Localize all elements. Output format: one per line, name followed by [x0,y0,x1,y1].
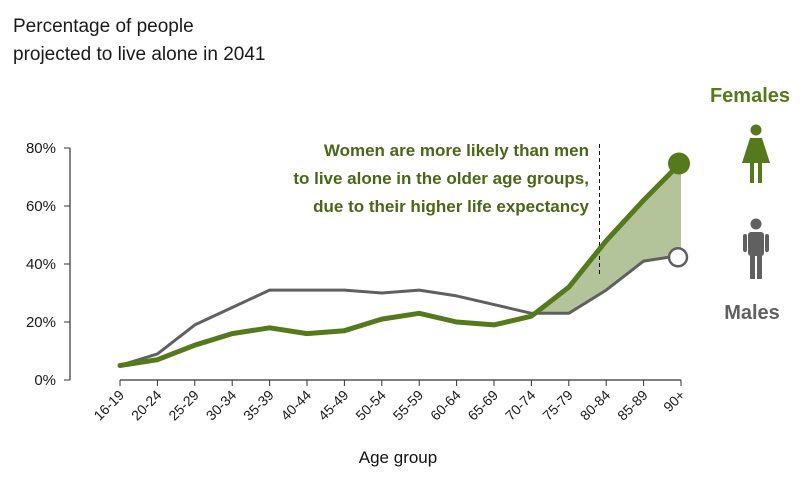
females-end-marker [668,152,690,175]
annotation-line-1: Women are more likely than men [324,141,589,160]
males-line [119,253,682,367]
x-tick-label: 45-49 [315,387,352,424]
x-ticks: 16-19 20-24 25-29 30-34 35-39 40-44 45-49 50-54… [90,380,688,423]
x-tick-label: 35-39 [240,387,277,424]
chart-title-line-1: Percentage of people [13,16,194,37]
x-tick-label: 25-29 [165,387,202,424]
legend-females-label: Females [710,85,790,107]
x-tick-label: 50-54 [352,387,389,424]
x-tick-label: 20-24 [128,387,165,424]
annotation-line-3: due to their higher life expectancy [313,197,589,216]
x-tick-label: 30-34 [203,387,240,424]
annotation: Women are more likely than men to live a… [293,141,589,216]
x-tick-label: 90+ [660,387,688,415]
legend-males-label: Males [724,302,780,324]
y-tick-label: 40% [26,256,56,273]
y-tick-label: 0% [34,372,56,389]
x-tick-label: 40-44 [277,387,314,424]
annotation-line-2: to live alone in the older age groups, [293,169,589,188]
x-tick-label: 16-19 [90,387,127,424]
x-tick-label: 75-79 [539,387,576,424]
x-tick-label: 55-59 [390,387,427,424]
y-ticks: 0% 20% 40% 60% 80% [26,140,70,389]
x-tick-label: 70-74 [502,387,539,424]
males-end-marker [667,247,689,268]
x-tick-label: 65-69 [464,387,501,424]
male-person-icon [743,218,769,279]
y-tick-label: 80% [26,140,56,157]
y-tick-label: 20% [26,314,56,331]
females-line [117,160,684,368]
female-person-icon [742,124,770,183]
x-tick-label: 85-89 [614,387,651,424]
x-axis-title: Age group [359,448,437,467]
chart-title-line-2: projected to live alone in 2041 [13,44,265,65]
x-tick-label: 60-64 [427,387,464,424]
x-tick-label: 80-84 [577,387,614,424]
y-tick-label: 60% [26,198,56,215]
